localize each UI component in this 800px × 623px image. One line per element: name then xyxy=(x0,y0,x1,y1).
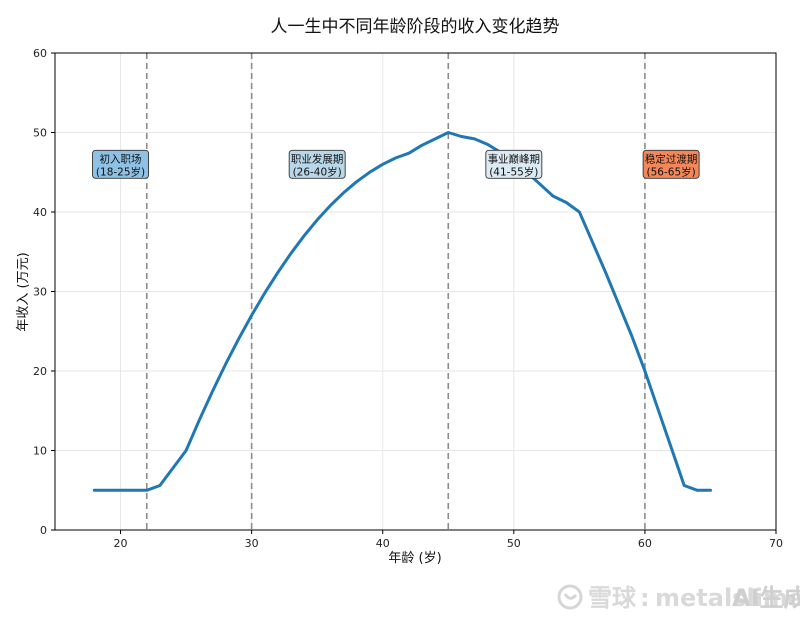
x-tick-label: 20 xyxy=(114,537,128,550)
annotation-title: 初入职场 xyxy=(100,152,142,165)
annotation-title: 稳定过渡期 xyxy=(645,152,698,165)
snowball-logo-icon xyxy=(557,584,583,610)
annotation-range: (18-25岁) xyxy=(96,165,145,178)
annotation-range: (26-40岁) xyxy=(293,165,342,178)
stage-annotation: 职业发展期(26-40岁) xyxy=(288,149,346,179)
x-tick-label: 50 xyxy=(507,537,521,550)
annotation-box xyxy=(642,149,700,179)
grid-lines xyxy=(55,52,777,531)
y-tick-label: 60 xyxy=(33,47,47,60)
stage-annotation: 事业巅峰期(41-55岁) xyxy=(485,149,543,179)
x-tick-label: 70 xyxy=(769,537,783,550)
y-tick-label: 30 xyxy=(33,286,47,299)
annotation-range: (56-65岁) xyxy=(647,165,696,178)
annotation-box xyxy=(92,149,149,179)
chart-title: 人一生中不同年龄阶段的收入变化趋势 xyxy=(271,17,560,37)
annotation-title: 事业巅峰期 xyxy=(488,152,541,165)
y-tick-label: 20 xyxy=(33,365,47,378)
annotation-range: (41-55岁) xyxy=(489,165,538,178)
watermark: 雪球 : metalslime AI生成 xyxy=(557,584,800,612)
x-tick-label: 60 xyxy=(638,537,652,550)
watermark-separator: : xyxy=(640,584,650,612)
stage-annotation: 稳定过渡期(56-65岁) xyxy=(642,149,700,179)
y-tick-label: 10 xyxy=(33,445,47,458)
y-tick-label: 40 xyxy=(33,206,47,219)
y-axis-label: 年收入 (万元) xyxy=(16,252,31,331)
stage-annotations: 初入职场(18-25岁) 职业发展期(26-40岁) 事业巅峰期(41-55岁) 稳定… xyxy=(92,149,700,179)
axis-ticks: 20 30 40 50 60 70 0 10 20 30 40 50 60 xyxy=(33,47,783,550)
annotation-box xyxy=(485,149,543,179)
watermark-user: metalslime xyxy=(655,584,800,612)
x-tick-label: 40 xyxy=(376,537,390,550)
watermark-ai-generated: AI生成 xyxy=(732,584,800,612)
annotation-box xyxy=(288,149,346,179)
watermark-brand: 雪球 xyxy=(588,584,637,612)
annotation-title: 职业发展期 xyxy=(291,152,344,165)
x-axis-label: 年龄 (岁) xyxy=(388,551,441,566)
income-series xyxy=(92,131,712,492)
y-tick-label: 0 xyxy=(40,524,47,537)
x-tick-label: 30 xyxy=(245,537,259,550)
income-line xyxy=(92,131,712,492)
y-tick-label: 50 xyxy=(33,127,47,140)
stage-annotation: 初入职场(18-25岁) xyxy=(92,149,149,179)
